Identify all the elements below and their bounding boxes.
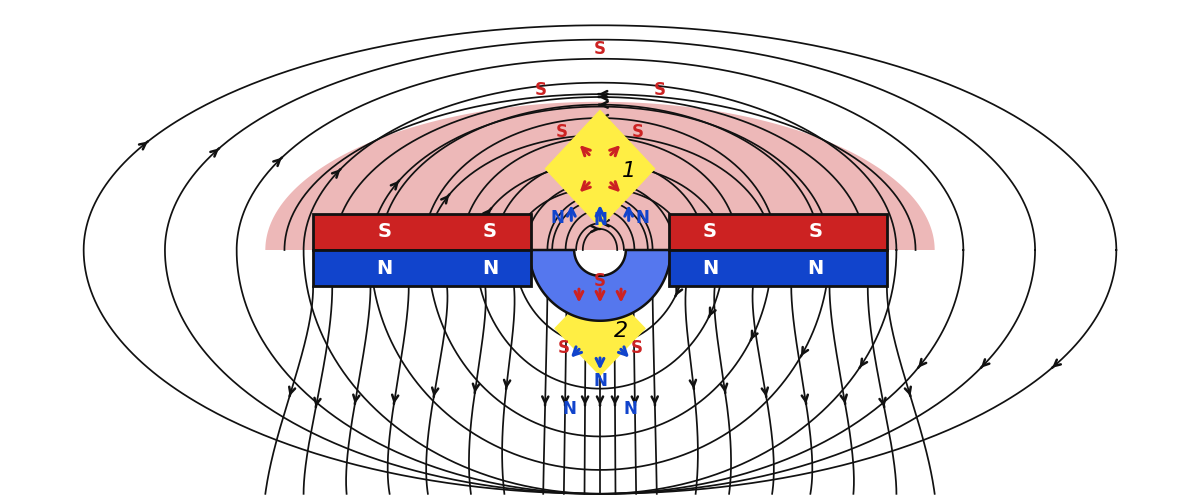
- Text: N: N: [482, 258, 498, 278]
- Bar: [668, 250, 887, 286]
- Polygon shape: [554, 280, 646, 376]
- Text: S: S: [484, 222, 497, 242]
- Text: N: N: [593, 211, 607, 229]
- Text: N: N: [808, 258, 823, 278]
- Text: 2: 2: [614, 322, 628, 342]
- Bar: [313, 250, 532, 286]
- Text: S: S: [632, 123, 644, 141]
- Text: S: S: [558, 340, 570, 357]
- Text: S: S: [703, 222, 716, 242]
- Text: S: S: [630, 340, 642, 357]
- Text: S: S: [808, 222, 822, 242]
- Bar: [668, 214, 887, 250]
- Text: N: N: [702, 258, 718, 278]
- Text: S: S: [653, 81, 665, 99]
- Text: S: S: [594, 40, 606, 58]
- Text: 1: 1: [622, 160, 636, 180]
- Text: N: N: [593, 372, 607, 390]
- Text: N: N: [624, 400, 637, 418]
- Text: S: S: [535, 81, 547, 99]
- Polygon shape: [529, 250, 671, 321]
- Text: S: S: [378, 222, 392, 242]
- Text: S: S: [556, 123, 568, 141]
- Bar: [313, 214, 532, 250]
- Text: S: S: [594, 272, 606, 290]
- Text: N: N: [563, 400, 576, 418]
- Text: N: N: [377, 258, 392, 278]
- Polygon shape: [545, 110, 655, 228]
- Text: N: N: [551, 209, 565, 227]
- Polygon shape: [265, 102, 935, 250]
- Text: N: N: [635, 209, 649, 227]
